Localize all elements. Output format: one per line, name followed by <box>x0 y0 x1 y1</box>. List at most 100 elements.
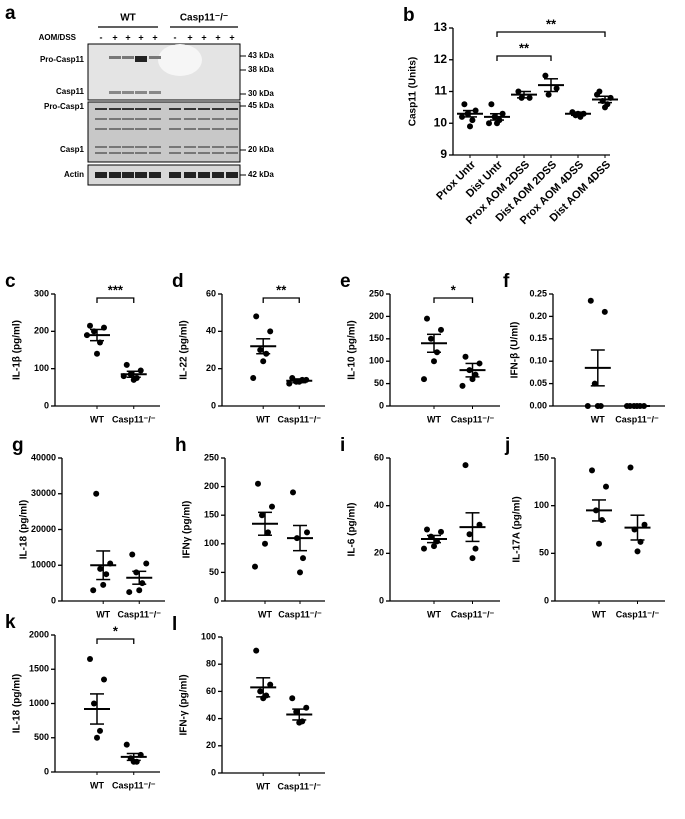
data-point <box>290 489 296 496</box>
data-point <box>424 315 430 322</box>
blot-band <box>149 152 161 154</box>
marker-label: 20 kDa <box>248 145 274 154</box>
significance-label: ** <box>546 16 557 31</box>
blot-band <box>212 128 224 130</box>
blot-band <box>135 56 147 62</box>
blot-band <box>135 118 147 120</box>
blot-band <box>226 128 238 130</box>
data-point <box>250 375 257 381</box>
panel-label: b <box>403 5 415 26</box>
y-tick-label: 250 <box>204 452 219 462</box>
y-tick-label: 10000 <box>31 560 56 570</box>
y-tick-label: 100 <box>34 363 49 373</box>
blot-band <box>122 152 134 154</box>
data-point <box>93 490 100 497</box>
data-point <box>466 531 473 538</box>
data-point <box>260 358 267 365</box>
data-point <box>486 120 492 127</box>
significance-bracket <box>496 55 552 61</box>
data-point <box>286 380 293 387</box>
row-label: Casp11 <box>56 87 85 96</box>
y-tick-label: 0 <box>379 595 384 605</box>
x-tick-label: WT <box>96 609 110 619</box>
blot-band <box>149 56 161 59</box>
blot-band <box>95 172 107 178</box>
lane-sign: + <box>152 32 157 42</box>
data-point <box>459 382 466 389</box>
y-axis-label: IL-17A (pg/ml) <box>512 496 523 562</box>
blot-band <box>109 128 121 130</box>
significance-label: *** <box>108 282 124 297</box>
blot-band <box>109 108 121 110</box>
data-point <box>133 569 140 576</box>
blot-band <box>184 108 196 110</box>
data-point <box>424 526 430 533</box>
blot-band <box>135 146 147 148</box>
data-point <box>462 462 469 469</box>
blot-band <box>149 172 161 178</box>
lane-sign: + <box>201 32 206 42</box>
data-point <box>603 483 609 490</box>
y-tick-label: 100 <box>534 500 549 510</box>
lane-sign: + <box>112 32 117 42</box>
blot-band <box>226 118 238 120</box>
data-point <box>594 403 601 409</box>
data-point <box>97 565 104 572</box>
y-tick-label: 12 <box>434 52 448 66</box>
y-tick-label: 40000 <box>31 452 56 462</box>
data-point <box>542 72 549 79</box>
blot-band <box>184 152 196 154</box>
group-label: WT <box>120 13 136 24</box>
blot-band <box>149 118 161 120</box>
panel-label: i <box>340 435 345 456</box>
data-point <box>462 353 469 360</box>
data-point <box>599 516 605 523</box>
blot-band <box>122 108 134 110</box>
y-tick-label: 0.20 <box>529 311 547 321</box>
panel-label: j <box>504 435 510 456</box>
y-tick-label: 50 <box>374 378 384 388</box>
data-point <box>584 403 591 409</box>
data-point <box>136 587 143 594</box>
blot-band <box>198 146 210 148</box>
blot-band <box>212 118 224 120</box>
data-point <box>461 101 468 108</box>
y-tick-label: 60 <box>374 452 384 462</box>
data-point <box>143 560 150 567</box>
y-tick-label: 0 <box>211 400 216 410</box>
data-point <box>428 335 434 342</box>
x-tick-label: Casp11⁻/⁻ <box>616 609 660 619</box>
y-tick-label: 60 <box>206 288 216 298</box>
blot-band <box>226 108 238 110</box>
blot-band <box>135 172 147 178</box>
blot-band <box>212 146 224 148</box>
blot-band <box>135 128 147 130</box>
blot-band <box>212 108 224 110</box>
blot-band <box>95 118 107 120</box>
blot-band <box>212 152 224 154</box>
data-point <box>252 563 258 570</box>
data-point <box>627 464 634 471</box>
data-point <box>129 551 136 558</box>
x-tick-label: Casp11⁻/⁻ <box>451 609 495 619</box>
blot-band <box>169 152 181 154</box>
blot-band <box>122 146 134 148</box>
y-tick-label: 0 <box>214 595 219 605</box>
blot-band <box>109 118 121 120</box>
data-point <box>472 545 479 552</box>
blot-band <box>109 146 121 148</box>
data-point <box>253 647 260 654</box>
y-tick-label: 1500 <box>29 664 49 674</box>
y-tick-label: 60 <box>206 686 216 696</box>
y-tick-label: 0.25 <box>529 288 547 298</box>
data-point <box>469 117 476 124</box>
blot-band <box>109 91 121 94</box>
y-tick-label: 150 <box>204 510 219 520</box>
y-tick-label: 200 <box>34 326 49 336</box>
y-tick-label: 20000 <box>31 524 56 534</box>
blot-band <box>109 152 121 154</box>
data-point <box>421 545 427 552</box>
data-point <box>97 727 103 734</box>
data-point <box>257 347 264 353</box>
marker-label: 38 kDa <box>248 65 274 74</box>
